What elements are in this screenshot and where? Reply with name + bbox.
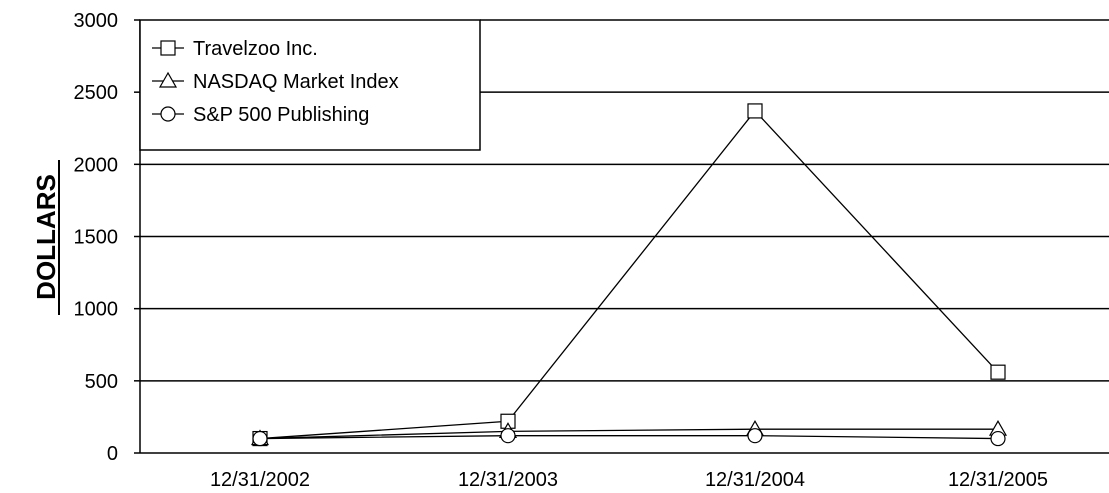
series-2 <box>259 435 999 440</box>
legend: Travelzoo Inc. NASDAQ Market Index S&P 500… <box>139 19 481 151</box>
grid-lines <box>140 19 1109 382</box>
y-axis-label: DOLLARS <box>31 174 61 300</box>
legend-marker-0 <box>160 40 176 56</box>
series-lines <box>250 103 1008 447</box>
x-tick-labels: 12/31/2002 12/31/2003 12/31/2004 12/31/2005 <box>210 469 1048 491</box>
data-point-0-3 <box>990 364 1006 380</box>
x-tick-label-3: 12/31/2005 <box>948 469 1048 491</box>
legend-marker-1 <box>158 71 178 88</box>
data-point-2-1 <box>500 428 516 444</box>
y-tick-label-2500: 2500 <box>74 82 119 104</box>
y-tick-label-1500: 1500 <box>74 227 119 249</box>
y-tick-label-1000: 1000 <box>74 299 119 321</box>
y-tick-label-2000: 2000 <box>74 154 119 176</box>
series-line-1 <box>259 428 998 440</box>
legend-marker-2 <box>160 106 176 122</box>
series-line-0 <box>259 109 999 440</box>
series-line-2 <box>259 435 999 440</box>
data-point-0-2 <box>747 103 763 119</box>
series-1 <box>259 428 998 440</box>
x-tick-label-0: 12/31/2002 <box>210 469 310 491</box>
legend-label-2: S&P 500 Publishing <box>193 104 369 126</box>
legend-box <box>139 19 481 151</box>
data-point-2-0 <box>252 430 268 447</box>
series-0 <box>259 109 999 440</box>
data-point-2-3 <box>990 430 1006 447</box>
data-point-2-2 <box>747 428 763 444</box>
y-tick-label-500: 500 <box>85 371 118 393</box>
y-tick-label-3000: 3000 <box>74 10 119 32</box>
x-tick-label-2: 12/31/2004 <box>705 469 805 491</box>
x-tick-label-1: 12/31/2003 <box>458 469 558 491</box>
legend-label-1: NASDAQ Market Index <box>193 71 399 93</box>
legend-label-0: Travelzoo Inc. <box>193 38 318 60</box>
y-tick-label-0: 0 <box>107 443 118 465</box>
y-tick-labels: 0 500 1000 1500 2000 2500 3000 <box>74 10 140 465</box>
y-axis-title: DOLLARS <box>31 160 61 315</box>
